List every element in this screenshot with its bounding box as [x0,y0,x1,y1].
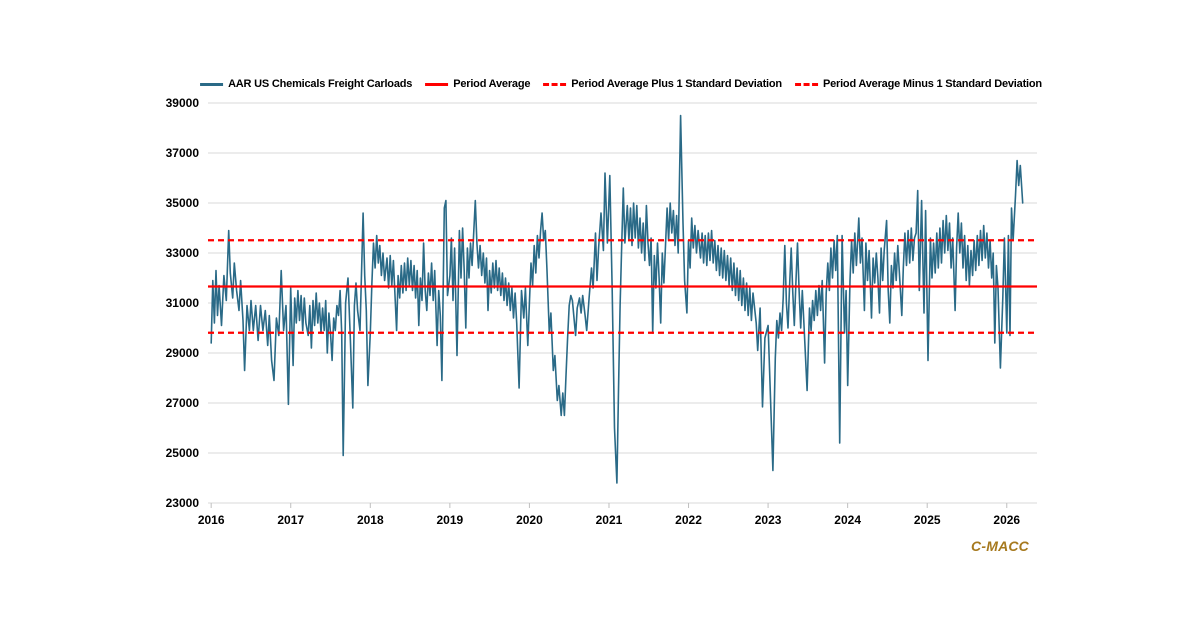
y-axis-tick-label: 31000 [166,296,200,310]
legend-item-series: AAR US Chemicals Freight Carloads [200,78,412,90]
legend-item-plus-stddev: Period Average Plus 1 Standard Deviation [543,78,782,90]
x-axis-tick-label: 2024 [834,513,861,527]
x-axis-tick-label: 2021 [596,513,623,527]
average-line-swatch [425,82,449,86]
x-axis-tick-label: 2022 [675,513,702,527]
legend-item-minus-stddev: Period Average Minus 1 Standard Deviatio… [794,78,1042,90]
x-axis-tick-label: 2018 [357,513,384,527]
branding-watermark: C-MACC [971,538,1029,554]
legend-label-series: AAR US Chemicals Freight Carloads [228,78,413,90]
y-axis-tick-label: 37000 [166,146,200,160]
series-line [210,114,1024,484]
chart-legend: AAR US Chemicals Freight Carloads Period… [200,78,1042,90]
legend-label-plus-stddev: Period Average Plus 1 Standard Deviation [571,78,782,90]
plus-stddev-line-swatch [543,82,567,86]
series-line-swatch [200,82,224,86]
x-axis-tick-label: 2023 [755,513,782,527]
legend-item-average: Period Average [425,78,530,90]
y-axis-tick-label: 27000 [166,396,200,410]
x-axis-tick-label: 2017 [277,513,304,527]
minus-stddev-line-swatch [794,82,818,86]
legend-label-minus-stddev: Period Average Minus 1 Standard Deviatio… [822,78,1042,90]
y-axis-tick-label: 35000 [166,196,200,210]
y-axis-tick-label: 29000 [166,346,200,360]
legend-label-average: Period Average [453,78,531,90]
x-axis-tick-label: 2016 [198,513,225,527]
y-axis-tick-label: 23000 [166,496,200,510]
y-axis-tick-label: 25000 [166,446,200,460]
y-axis-tick-label: 39000 [166,96,200,110]
x-axis-tick-label: 2020 [516,513,543,527]
x-axis-tick-label: 2026 [993,513,1020,527]
x-axis-tick-label: 2019 [437,513,464,527]
y-axis-tick-label: 33000 [166,246,200,260]
x-axis-tick-label: 2025 [914,513,941,527]
